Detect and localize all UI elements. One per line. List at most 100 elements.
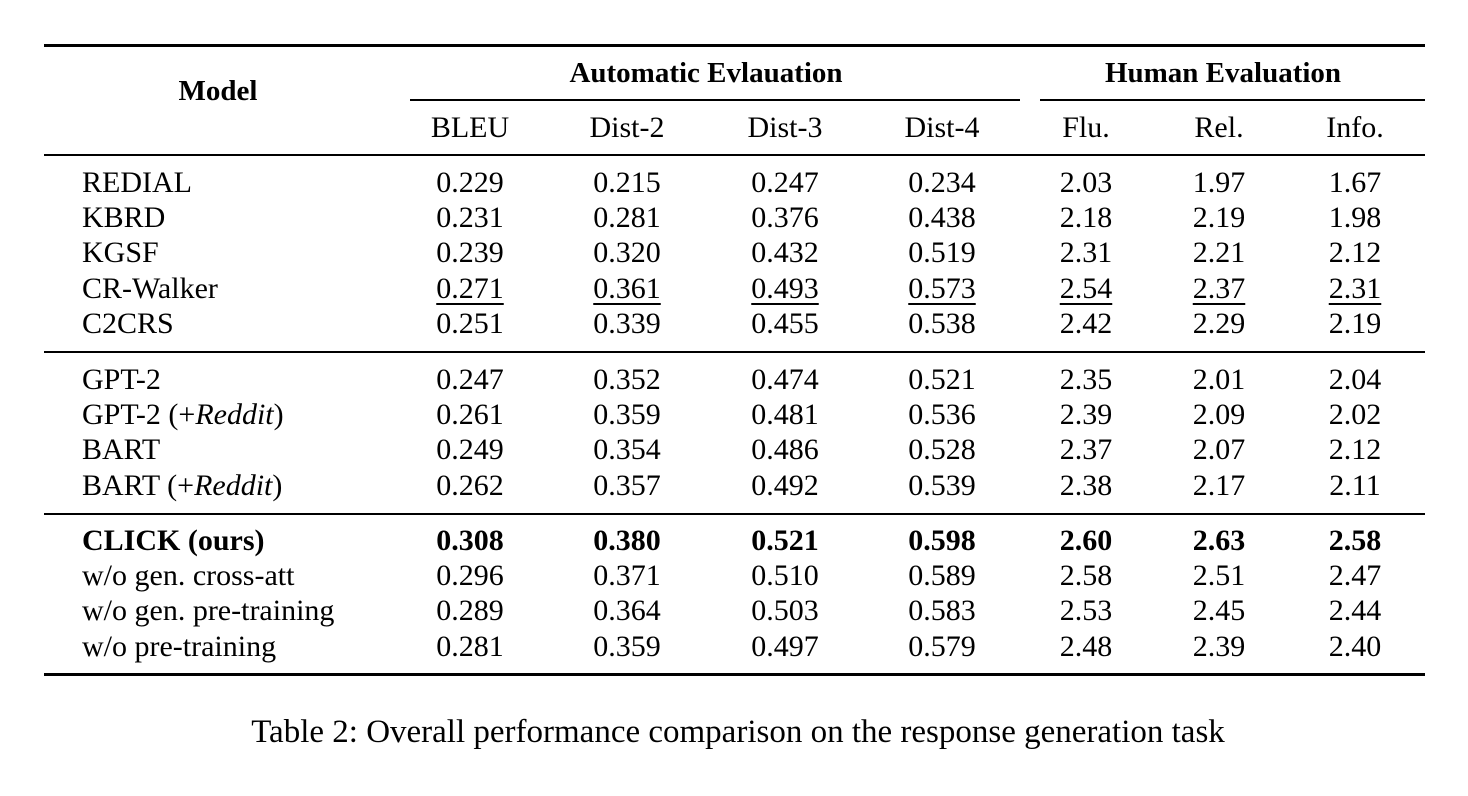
value-cell: 2.02	[1328, 398, 1382, 432]
value-cell: 2.37	[1059, 433, 1113, 467]
value-cell: 0.438	[908, 201, 976, 235]
model-name-cell: CLICK (ours)	[82, 524, 265, 557]
value-cell: 0.247	[751, 166, 819, 199]
value-cell: 2.19	[1192, 201, 1246, 235]
value-cell: 0.289	[436, 594, 504, 628]
value-cell: 2.09	[1192, 398, 1246, 432]
model-name-cell: w/o gen. pre-training	[82, 594, 335, 628]
value-cell: 2.38	[1059, 468, 1113, 502]
value-cell: 2.35	[1059, 363, 1113, 396]
value-cell: 2.44	[1328, 594, 1382, 628]
value-cell: 0.249	[436, 433, 504, 467]
bottom-rule	[44, 673, 1425, 676]
value-cell: 2.37	[1192, 271, 1246, 305]
value-cell: 0.361	[593, 271, 661, 305]
column-header-bleu: BLEU	[430, 111, 510, 144]
model-name-cell: KBRD	[82, 201, 166, 235]
column-header-rel: Rel.	[1194, 111, 1244, 144]
column-header-dist-2: Dist-2	[589, 111, 665, 144]
value-cell: 0.583	[908, 594, 976, 628]
value-cell: 0.486	[751, 433, 819, 467]
value-cell: 0.239	[436, 236, 504, 270]
value-cell: 0.234	[908, 166, 976, 199]
value-cell: 2.12	[1328, 236, 1382, 270]
value-cell: 0.589	[908, 559, 976, 593]
value-cell: 0.519	[908, 236, 976, 270]
value-cell: 0.432	[751, 236, 819, 270]
value-cell: 0.352	[593, 363, 661, 396]
group2-rule	[44, 513, 1425, 515]
value-cell: 0.251	[436, 306, 504, 340]
value-cell: 0.510	[751, 559, 819, 593]
value-cell: 0.598	[908, 524, 976, 557]
value-cell: 2.31	[1328, 271, 1382, 305]
value-cell: 2.58	[1059, 559, 1113, 593]
value-cell: 0.376	[751, 201, 819, 235]
automatic-evaluation-header: Automatic Evlauation	[569, 57, 843, 89]
value-cell: 0.229	[436, 166, 504, 199]
value-cell: 2.45	[1192, 594, 1246, 628]
value-cell: 2.07	[1192, 433, 1246, 467]
value-cell: 0.528	[908, 433, 976, 467]
value-cell: 2.12	[1328, 433, 1382, 467]
column-header-info: Info.	[1326, 111, 1384, 144]
value-cell: 0.539	[908, 468, 976, 502]
value-cell: 2.39	[1059, 398, 1113, 432]
value-cell: 0.231	[436, 201, 504, 235]
column-header-flu: Flu.	[1062, 111, 1110, 144]
model-name-cell: GPT-2 (+Reddit)	[82, 398, 284, 432]
value-cell: 2.53	[1059, 594, 1113, 628]
value-cell: 0.521	[751, 524, 819, 557]
model-name-cell: w/o pre-training	[82, 629, 277, 663]
model-name-cell: w/o gen. cross-att	[82, 559, 295, 593]
value-cell: 0.364	[593, 594, 661, 628]
value-cell: 0.371	[593, 559, 661, 593]
value-cell: 2.39	[1192, 629, 1246, 663]
value-cell: 0.573	[908, 271, 976, 305]
value-cell: 0.261	[436, 398, 504, 432]
value-cell: 0.262	[436, 468, 504, 502]
value-cell: 2.03	[1059, 166, 1113, 199]
value-cell: 0.492	[751, 468, 819, 502]
value-cell: 2.18	[1059, 201, 1113, 235]
value-cell: 2.58	[1328, 524, 1382, 557]
human-group-rule	[1040, 99, 1425, 101]
value-cell: 0.281	[593, 201, 661, 235]
value-cell: 0.215	[593, 166, 661, 199]
value-cell: 0.354	[593, 433, 661, 467]
value-cell: 0.247	[436, 363, 504, 396]
value-cell: 2.51	[1192, 559, 1246, 593]
value-cell: 2.48	[1059, 629, 1113, 663]
model-name-cell: CR-Walker	[82, 271, 218, 305]
value-cell: 0.296	[436, 559, 504, 593]
value-cell: 0.320	[593, 236, 661, 270]
value-cell: 2.04	[1328, 363, 1382, 396]
value-cell: 2.29	[1192, 306, 1246, 340]
value-cell: 2.60	[1059, 524, 1113, 557]
value-cell: 0.503	[751, 594, 819, 628]
model-name-cell: GPT-2	[82, 363, 161, 396]
value-cell: 2.40	[1328, 629, 1382, 663]
column-header-dist-4: Dist-4	[904, 111, 980, 144]
header-rule	[44, 154, 1425, 156]
value-cell: 2.01	[1192, 363, 1246, 396]
value-cell: 2.21	[1192, 236, 1246, 270]
human-evaluation-header: Human Evaluation	[1104, 57, 1342, 89]
group1-rule	[44, 351, 1425, 353]
value-cell: 2.42	[1059, 306, 1113, 340]
value-cell: 0.521	[908, 363, 976, 396]
value-cell: 2.63	[1192, 524, 1246, 557]
value-cell: 0.339	[593, 306, 661, 340]
value-cell: 1.98	[1328, 201, 1382, 235]
value-cell: 0.497	[751, 629, 819, 663]
value-cell: 2.19	[1328, 306, 1382, 340]
value-cell: 2.17	[1192, 468, 1246, 502]
value-cell: 0.281	[436, 629, 504, 663]
model-name-cell: KGSF	[82, 236, 159, 270]
value-cell: 0.359	[593, 629, 661, 663]
value-cell: 0.271	[436, 271, 504, 305]
model-name-cell: C2CRS	[82, 306, 174, 340]
model-header: Model	[178, 75, 258, 107]
column-header-dist-3: Dist-3	[747, 111, 823, 144]
